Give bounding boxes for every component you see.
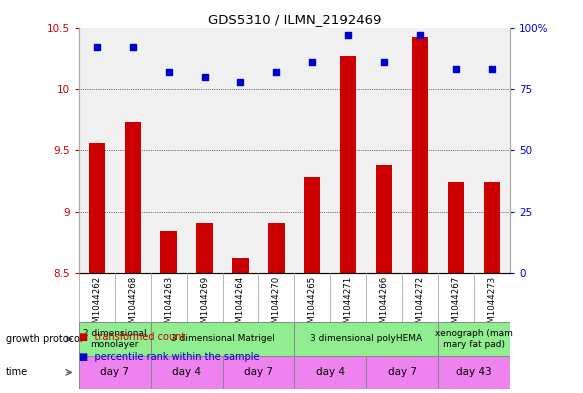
Point <box>487 66 497 72</box>
Point <box>92 44 101 50</box>
Bar <box>294 322 438 356</box>
Point <box>308 59 317 65</box>
Text: time: time <box>6 367 28 377</box>
Text: GSM1044272: GSM1044272 <box>416 276 425 334</box>
Text: 2 dimensional
monolayer: 2 dimensional monolayer <box>83 329 146 349</box>
Bar <box>79 356 150 389</box>
Text: day 43: day 43 <box>456 367 492 377</box>
Bar <box>125 122 141 273</box>
Point <box>200 73 209 80</box>
Text: day 7: day 7 <box>244 367 273 377</box>
Bar <box>223 356 294 389</box>
Text: GSM1044270: GSM1044270 <box>272 276 281 334</box>
Point <box>272 69 281 75</box>
Point <box>380 59 389 65</box>
Text: GSM1044268: GSM1044268 <box>128 276 137 334</box>
Bar <box>340 56 356 273</box>
Text: GSM1044271: GSM1044271 <box>344 276 353 334</box>
Text: GSM1044264: GSM1044264 <box>236 276 245 334</box>
Text: 3 dimensional polyHEMA: 3 dimensional polyHEMA <box>310 334 422 343</box>
Text: GSM1044273: GSM1044273 <box>487 276 497 334</box>
Bar <box>448 182 464 273</box>
Bar <box>150 322 294 356</box>
Text: day 7: day 7 <box>100 367 129 377</box>
Text: day 4: day 4 <box>172 367 201 377</box>
Bar <box>233 259 248 273</box>
Text: GSM1044265: GSM1044265 <box>308 276 317 334</box>
Bar <box>268 223 285 273</box>
Text: day 7: day 7 <box>388 367 417 377</box>
Text: growth protocol: growth protocol <box>6 334 82 344</box>
Text: GSM1044267: GSM1044267 <box>452 276 461 334</box>
Point <box>164 69 173 75</box>
Title: GDS5310 / ILMN_2192469: GDS5310 / ILMN_2192469 <box>208 13 381 26</box>
Bar <box>196 223 213 273</box>
Text: xenograph (mam
mary fat pad): xenograph (mam mary fat pad) <box>436 329 513 349</box>
Bar <box>304 177 321 273</box>
Text: day 4: day 4 <box>316 367 345 377</box>
Bar <box>484 182 500 273</box>
Bar <box>160 231 177 273</box>
Text: ■  percentile rank within the sample: ■ percentile rank within the sample <box>79 352 259 362</box>
Text: ■  transformed count: ■ transformed count <box>79 332 185 342</box>
Bar <box>294 356 366 389</box>
Point <box>344 32 353 38</box>
Text: GSM1044269: GSM1044269 <box>200 276 209 334</box>
Bar <box>79 322 150 356</box>
Text: GSM1044266: GSM1044266 <box>380 276 389 334</box>
Bar <box>412 37 429 273</box>
Bar <box>366 356 438 389</box>
Bar <box>438 322 510 356</box>
Point <box>416 32 425 38</box>
Bar <box>89 143 105 273</box>
Bar <box>376 165 392 273</box>
Bar <box>438 356 510 389</box>
Point <box>236 79 245 85</box>
Text: 3 dimensional Matrigel: 3 dimensional Matrigel <box>171 334 275 343</box>
Text: GSM1044262: GSM1044262 <box>92 276 101 334</box>
Point <box>128 44 138 50</box>
Text: GSM1044263: GSM1044263 <box>164 276 173 334</box>
Point <box>451 66 461 72</box>
Bar <box>150 356 223 389</box>
